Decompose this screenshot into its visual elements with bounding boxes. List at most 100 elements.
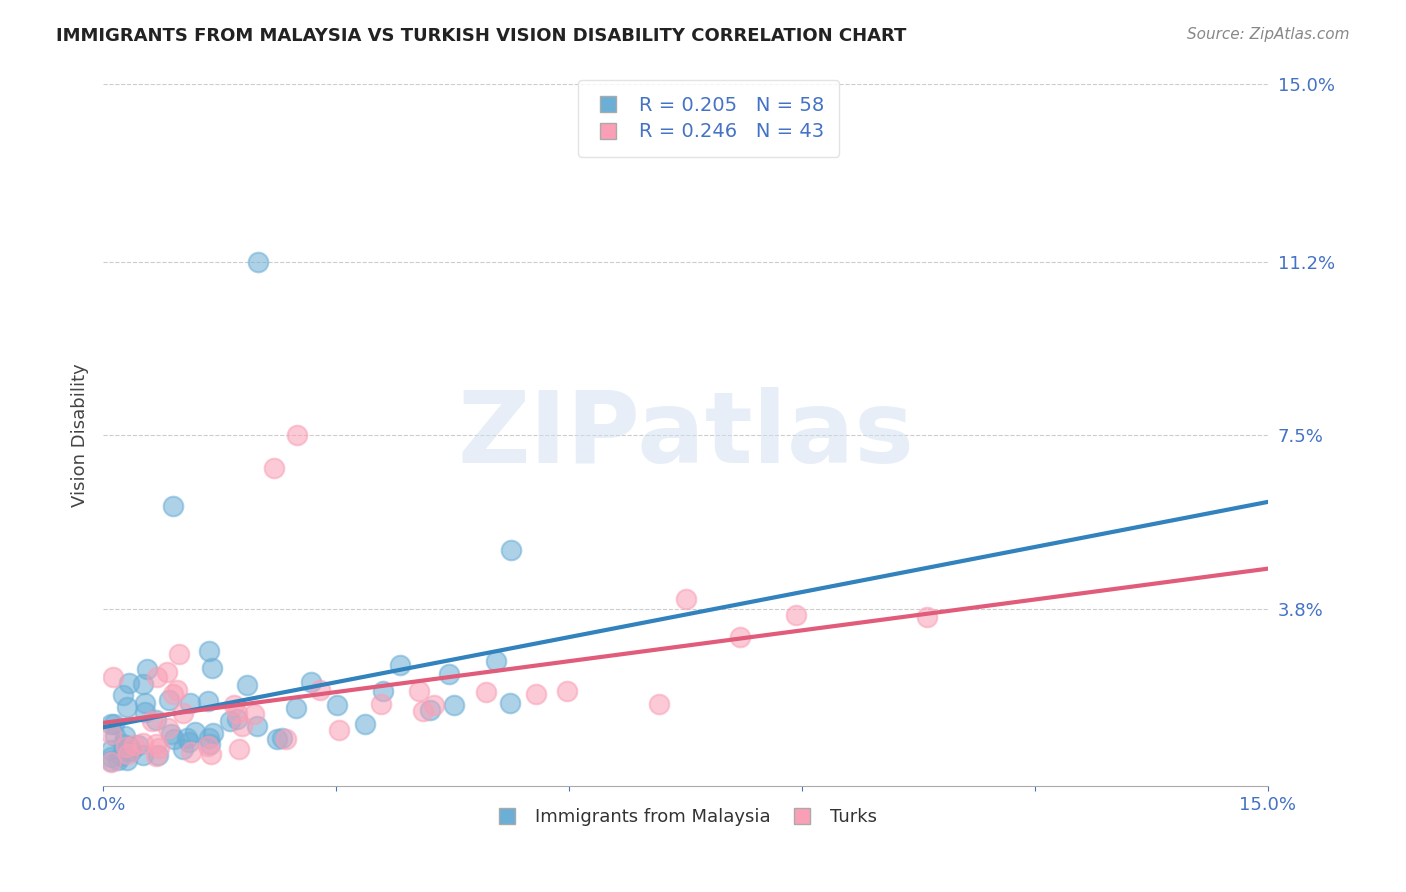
Point (167, 647, 190, 661)
Point (443, 698, 465, 712)
Point (439, 666, 461, 681)
Point (271, 731, 294, 746)
Point (179, 697, 201, 711)
Point (412, 704, 434, 718)
Point (228, 742, 250, 756)
Point (114, 730, 136, 744)
Point (555, 684, 578, 698)
Point (218, 714, 240, 728)
Point (100, 755, 122, 769)
Point (132, 748, 155, 763)
Point (111, 688, 134, 702)
Point (274, 732, 297, 747)
Point (371, 683, 394, 698)
Point (222, 698, 245, 712)
Point (135, 661, 157, 675)
Y-axis label: Vision Disability: Vision Disability (72, 364, 89, 508)
Point (266, 731, 288, 746)
Point (245, 719, 267, 733)
Point (107, 753, 129, 767)
Point (389, 657, 412, 672)
Text: IMMIGRANTS FROM MALAYSIA VS TURKISH VISION DISABILITY CORRELATION CHART: IMMIGRANTS FROM MALAYSIA VS TURKISH VISI… (56, 27, 907, 45)
Text: Source: ZipAtlas.com: Source: ZipAtlas.com (1187, 27, 1350, 42)
Point (176, 731, 198, 745)
Point (235, 678, 257, 692)
Point (242, 707, 264, 722)
Point (111, 737, 134, 751)
Point (104, 729, 127, 743)
Point (117, 676, 139, 690)
Point (475, 685, 498, 699)
Point (524, 686, 547, 700)
Point (730, 630, 752, 644)
Point (166, 683, 188, 698)
Point (284, 701, 307, 715)
Point (100, 743, 122, 757)
Point (145, 713, 167, 727)
Point (146, 670, 169, 684)
Point (423, 698, 446, 712)
Point (226, 712, 249, 726)
Point (408, 684, 430, 698)
Point (100, 750, 122, 764)
Point (328, 723, 350, 737)
Point (184, 725, 207, 739)
Point (354, 717, 377, 731)
Point (198, 731, 221, 745)
Point (114, 739, 136, 754)
Point (120, 744, 142, 758)
Point (100, 727, 122, 741)
Point (100, 754, 122, 768)
Point (145, 737, 167, 751)
Point (201, 661, 224, 675)
Point (146, 747, 169, 762)
Text: ZIPatlas: ZIPatlas (457, 387, 914, 484)
Point (134, 696, 156, 710)
Point (370, 697, 392, 711)
Point (145, 748, 167, 763)
Point (675, 592, 697, 607)
Point (299, 675, 322, 690)
Point (501, 543, 523, 558)
Point (172, 742, 194, 756)
Point (103, 717, 125, 731)
Point (247, 255, 270, 269)
Point (100, 717, 122, 731)
Point (197, 739, 219, 753)
Point (785, 607, 807, 622)
Point (198, 737, 221, 751)
Point (127, 738, 149, 752)
Point (132, 676, 155, 690)
Point (180, 745, 202, 759)
Point (308, 683, 330, 698)
Point (122, 738, 145, 752)
Point (202, 726, 225, 740)
Point (263, 461, 285, 475)
Point (141, 714, 163, 728)
Point (326, 698, 349, 712)
Point (648, 697, 671, 711)
Point (162, 687, 184, 701)
Point (231, 719, 253, 733)
Point (285, 428, 308, 442)
Point (115, 753, 138, 767)
Legend: Immigrants from Malaysia, Turks: Immigrants from Malaysia, Turks (486, 801, 884, 834)
Point (200, 747, 222, 761)
Point (155, 665, 177, 679)
Point (103, 670, 125, 684)
Point (117, 747, 139, 761)
Point (115, 700, 138, 714)
Point (499, 696, 522, 710)
Point (225, 706, 247, 720)
Point (172, 706, 194, 721)
Point (157, 692, 180, 706)
Point (110, 749, 132, 764)
Point (177, 735, 200, 749)
Point (915, 610, 938, 624)
Point (134, 705, 156, 719)
Point (197, 694, 219, 708)
Point (132, 736, 155, 750)
Point (419, 703, 441, 717)
Point (157, 721, 180, 735)
Point (198, 643, 221, 657)
